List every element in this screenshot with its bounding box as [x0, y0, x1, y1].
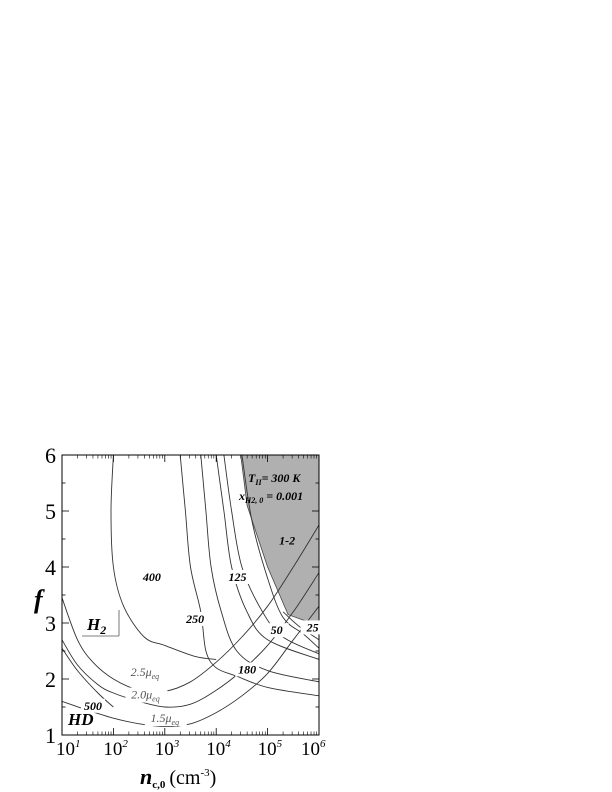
- label-180-bg: [235, 662, 260, 677]
- contour-label-500: 500: [84, 699, 102, 713]
- contour-label-250: 250: [185, 612, 204, 626]
- y-tick-label: 3: [45, 611, 56, 636]
- label-25-bg: [300, 620, 325, 635]
- x-axis-label: nc,0 (cm-3): [140, 764, 216, 791]
- y-tick-label: 1: [45, 723, 56, 748]
- forbidden-region: [240, 455, 319, 627]
- contour-mu-2.0: 2.0μeq: [131, 688, 160, 704]
- label-50-bg: [264, 623, 289, 638]
- label-500-bg: [80, 698, 105, 713]
- x-tick-label: 106: [301, 738, 326, 760]
- parameter-text: TII= 300 K xH2, 0 = 0.001: [238, 471, 303, 505]
- svg-text:TII= 300 K: TII= 300 K: [248, 471, 301, 487]
- contour-label-400: 400: [142, 570, 161, 584]
- label-400-bg: [139, 570, 164, 584]
- mu-2.0-bg: [125, 687, 168, 703]
- contour-label-25: 25: [306, 620, 319, 634]
- contour-line-400: [110, 455, 217, 660]
- y-tick-label: 4: [45, 555, 56, 580]
- contour-label-125: 125: [229, 570, 247, 584]
- label-125-bg: [225, 570, 250, 584]
- contour-line-180: [200, 455, 319, 683]
- svg-text:xH2, 0 = 0.001: xH2, 0 = 0.001: [238, 489, 303, 505]
- contour-mu-2.5: 2.5μeq: [131, 665, 160, 681]
- contour-line-2.0: [62, 572, 319, 708]
- contour-label-50: 50: [271, 623, 283, 637]
- svg-text:H2: H2: [86, 615, 106, 637]
- x-tick-label: 105: [258, 738, 283, 760]
- contour-line-1.5: [62, 605, 319, 728]
- x-tick-label: 101: [56, 738, 81, 760]
- y-axis-label: f: [34, 585, 45, 614]
- contour-line-unlabeled-4: [223, 455, 319, 655]
- y-tick-label: 2: [45, 667, 56, 692]
- contour-line-25: [282, 611, 319, 641]
- mu-1.5-bg: [144, 711, 187, 727]
- contour-line-500: [62, 647, 114, 708]
- hd-region-label: HD: [67, 710, 94, 729]
- h2-region-label: H2: [82, 610, 120, 637]
- contour-line-2.5: [62, 524, 319, 693]
- contour-mu-1.5: 1.5μeq: [151, 711, 180, 727]
- mu-2.5-bg: [124, 665, 167, 681]
- y-tick-label: 5: [45, 499, 56, 524]
- x-tick-label: 104: [206, 738, 231, 760]
- y-tick-label: 6: [45, 443, 56, 468]
- contour-label-180: 180: [238, 662, 256, 676]
- x-tick-label: 102: [103, 738, 128, 760]
- label-250-bg: [183, 612, 208, 626]
- x-tick-label: 103: [155, 738, 180, 760]
- contour-label-1-2: 1-2: [279, 534, 295, 548]
